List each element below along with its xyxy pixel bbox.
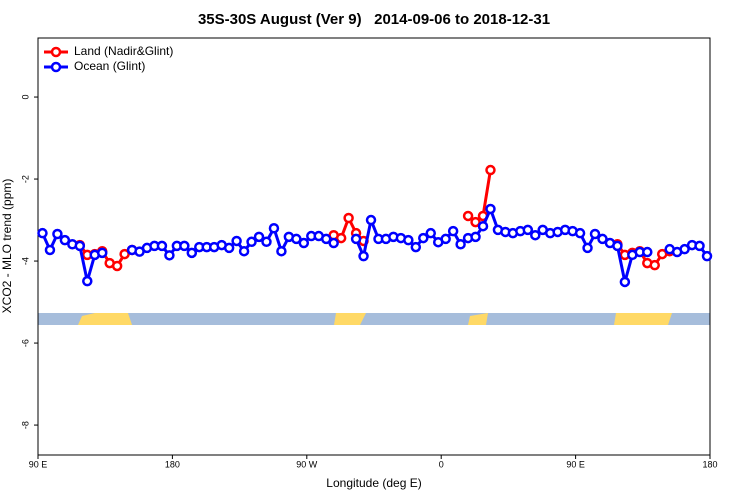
data-point [447,225,459,237]
data-point [589,228,601,240]
data-point [261,236,272,248]
x-tick-label: 90 W [296,459,318,469]
data-point [335,232,347,244]
data-point [253,231,265,243]
data-point [485,164,496,176]
data-point [343,212,354,224]
data-point [350,233,362,245]
data-point [425,227,436,239]
legend-label: Ocean (Glint) [74,59,145,73]
data-point [328,237,339,249]
data-point [470,216,481,228]
data-point [298,237,310,249]
plot-frame [37,37,711,456]
data-point [462,210,474,222]
y-tick-label: -4 [20,257,30,265]
data-point [642,246,653,258]
data-point [485,203,496,215]
data-point [179,240,190,252]
y-tick-label: 0 [20,95,30,100]
x-tick-label: 90 E [566,459,585,469]
data-point [156,240,168,252]
x-axis-label: Longitude (deg E) [326,476,421,490]
y-tick-label: -8 [20,421,30,429]
legend-marker [50,61,62,73]
data-point [694,240,705,252]
data-point [358,250,369,262]
data-point [403,234,414,246]
data-point [59,234,71,246]
data-point [619,276,631,288]
x-tick-label: 180 [702,459,717,469]
data-point [37,227,48,239]
y-axis-label: XCO2 - MLO trend (ppm) [0,179,14,314]
data-point [455,238,466,250]
data-point [223,242,235,254]
data-point [418,232,429,244]
data-point [164,250,175,261]
data-point [186,247,198,259]
data-point [649,259,660,271]
chart-title: 35S-30S August (Ver 9) 2014-09-06 to 201… [198,11,550,28]
data-point [477,220,489,232]
data-point [246,236,257,248]
data-point [522,224,534,236]
x-tick-label: 180 [165,459,180,469]
data-point [231,235,242,247]
data-point [276,245,287,257]
x-tick-label: 0 [439,459,444,469]
y-tick-label: -6 [20,339,30,347]
legend-label: Land (Nadir&Glint) [74,44,173,58]
data-point [679,243,690,255]
data-point [701,250,713,262]
data-point [96,247,108,259]
data-point [410,241,422,253]
data-point [111,260,123,272]
data-point [291,233,302,245]
data-point [320,233,332,245]
y-tick-label: -2 [20,175,30,183]
data-point [470,231,481,243]
data-point [238,245,250,257]
data-point [52,228,63,240]
data-point [268,223,280,234]
legend-marker [50,46,62,58]
data-point [82,275,93,287]
land-mask-strip [38,313,710,325]
data-point [530,229,541,241]
data-point [612,240,623,252]
data-point [582,242,593,254]
data-point [574,227,586,239]
data-point [44,244,56,256]
data-point [119,248,130,260]
data-point [440,233,451,245]
x-tick-label: 90 E [29,459,48,469]
data-point [365,214,377,226]
data-point [597,233,608,245]
data-point [74,240,86,252]
